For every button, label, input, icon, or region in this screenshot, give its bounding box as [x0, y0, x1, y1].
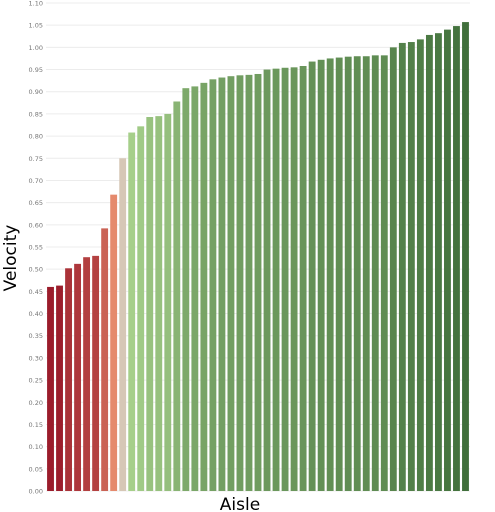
bar — [308, 61, 316, 492]
bar — [254, 73, 262, 491]
bar — [209, 79, 217, 491]
bar — [164, 113, 172, 491]
bar — [245, 74, 253, 492]
bar — [299, 66, 307, 491]
bar — [353, 56, 361, 492]
bar — [462, 22, 469, 492]
y-tick-label: 0.65 — [29, 199, 43, 207]
bar — [263, 69, 271, 492]
bar — [65, 268, 72, 491]
bar — [56, 285, 63, 491]
bar — [317, 59, 325, 491]
bar — [281, 67, 289, 492]
bar — [218, 77, 226, 491]
y-tick-label: 0.20 — [29, 399, 43, 407]
bar — [371, 55, 379, 491]
bar — [155, 116, 163, 491]
y-tick-label: 0.75 — [29, 155, 43, 163]
bar — [290, 67, 298, 491]
y-tick-label: 1.05 — [29, 22, 43, 30]
bar — [398, 42, 406, 492]
bar — [146, 117, 154, 491]
bar — [74, 263, 82, 491]
bar — [362, 56, 370, 492]
bar — [380, 55, 388, 491]
bar — [407, 42, 415, 491]
y-tick-label: 0.05 — [29, 465, 43, 473]
bar — [101, 228, 109, 491]
y-tick-label: 0.95 — [29, 66, 43, 74]
bar — [137, 126, 145, 491]
bar — [128, 132, 136, 492]
bar — [453, 26, 460, 491]
y-tick-label: 0.45 — [29, 288, 43, 296]
bar — [344, 56, 352, 492]
bar — [435, 33, 442, 492]
bar — [389, 47, 397, 492]
bar — [444, 29, 451, 492]
y-tick-label: 0.80 — [29, 133, 43, 141]
y-tick-label: 0.10 — [29, 443, 43, 451]
bar — [425, 34, 433, 491]
bar — [191, 86, 199, 492]
bar — [119, 158, 127, 491]
y-tick-label: 0.35 — [29, 332, 43, 340]
y-axis-title: Velocity — [1, 225, 21, 292]
y-axis-ticks: 0.00 0.05 0.10 0.15 0.20 0.25 0.30 0.35 0.40 0.45… — [29, 0, 43, 496]
y-tick-label: 0.70 — [29, 177, 43, 185]
bar — [227, 76, 235, 491]
bar — [272, 68, 280, 491]
bar — [416, 39, 424, 491]
bar — [110, 194, 118, 491]
y-tick-label: 1.00 — [29, 44, 43, 52]
y-tick-label: 0.50 — [29, 266, 43, 274]
y-tick-label: 0.60 — [29, 221, 43, 229]
bars — [47, 22, 469, 492]
bar — [173, 101, 181, 492]
bar — [236, 75, 244, 491]
y-tick-label: 0.55 — [29, 244, 43, 252]
y-tick-label: 1.10 — [29, 0, 43, 8]
y-tick-label: 0.15 — [29, 421, 43, 429]
y-tick-label: 0.40 — [29, 310, 43, 318]
bar — [182, 88, 190, 492]
bar — [326, 58, 334, 491]
x-axis-title: Aisle — [220, 495, 260, 512]
y-tick-label: 0.85 — [29, 110, 43, 118]
bar — [83, 257, 91, 491]
y-tick-label: 0.25 — [29, 377, 43, 385]
y-tick-label: 0.90 — [29, 88, 43, 96]
y-tick-label: 0.30 — [29, 354, 43, 362]
bar — [200, 82, 208, 491]
bar — [47, 286, 54, 491]
bar — [335, 57, 343, 491]
bar — [92, 255, 100, 491]
y-tick-label: 0.00 — [29, 488, 43, 496]
